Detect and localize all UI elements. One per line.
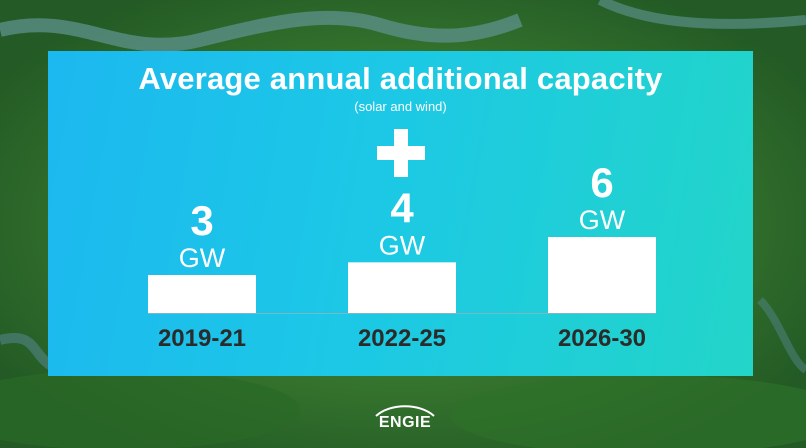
- logo-swoosh-icon: [375, 405, 435, 417]
- unit-label: GW: [379, 230, 426, 260]
- bar-2019-21: [148, 275, 256, 313]
- category-label: 2026-30: [558, 325, 646, 352]
- unit-label: GW: [579, 205, 626, 235]
- plus-icon: [377, 129, 425, 177]
- chart-subtitle: (solar and wind): [354, 99, 447, 114]
- engie-logo: ENGIE: [370, 405, 440, 431]
- bar-2026-30: [548, 237, 656, 313]
- bar-2022-25: [348, 262, 456, 313]
- category-label: 2019-21: [158, 325, 246, 352]
- value-label: 4: [390, 184, 414, 231]
- value-label: 3: [190, 197, 213, 244]
- logo-text: ENGIE: [378, 414, 432, 431]
- unit-label: GW: [179, 243, 226, 273]
- value-label: 6: [590, 159, 613, 206]
- category-label: 2022-25: [358, 325, 446, 352]
- chart-panel: Average annual additional capacity (sola…: [48, 51, 753, 376]
- chart-title: Average annual additional capacity: [138, 61, 663, 96]
